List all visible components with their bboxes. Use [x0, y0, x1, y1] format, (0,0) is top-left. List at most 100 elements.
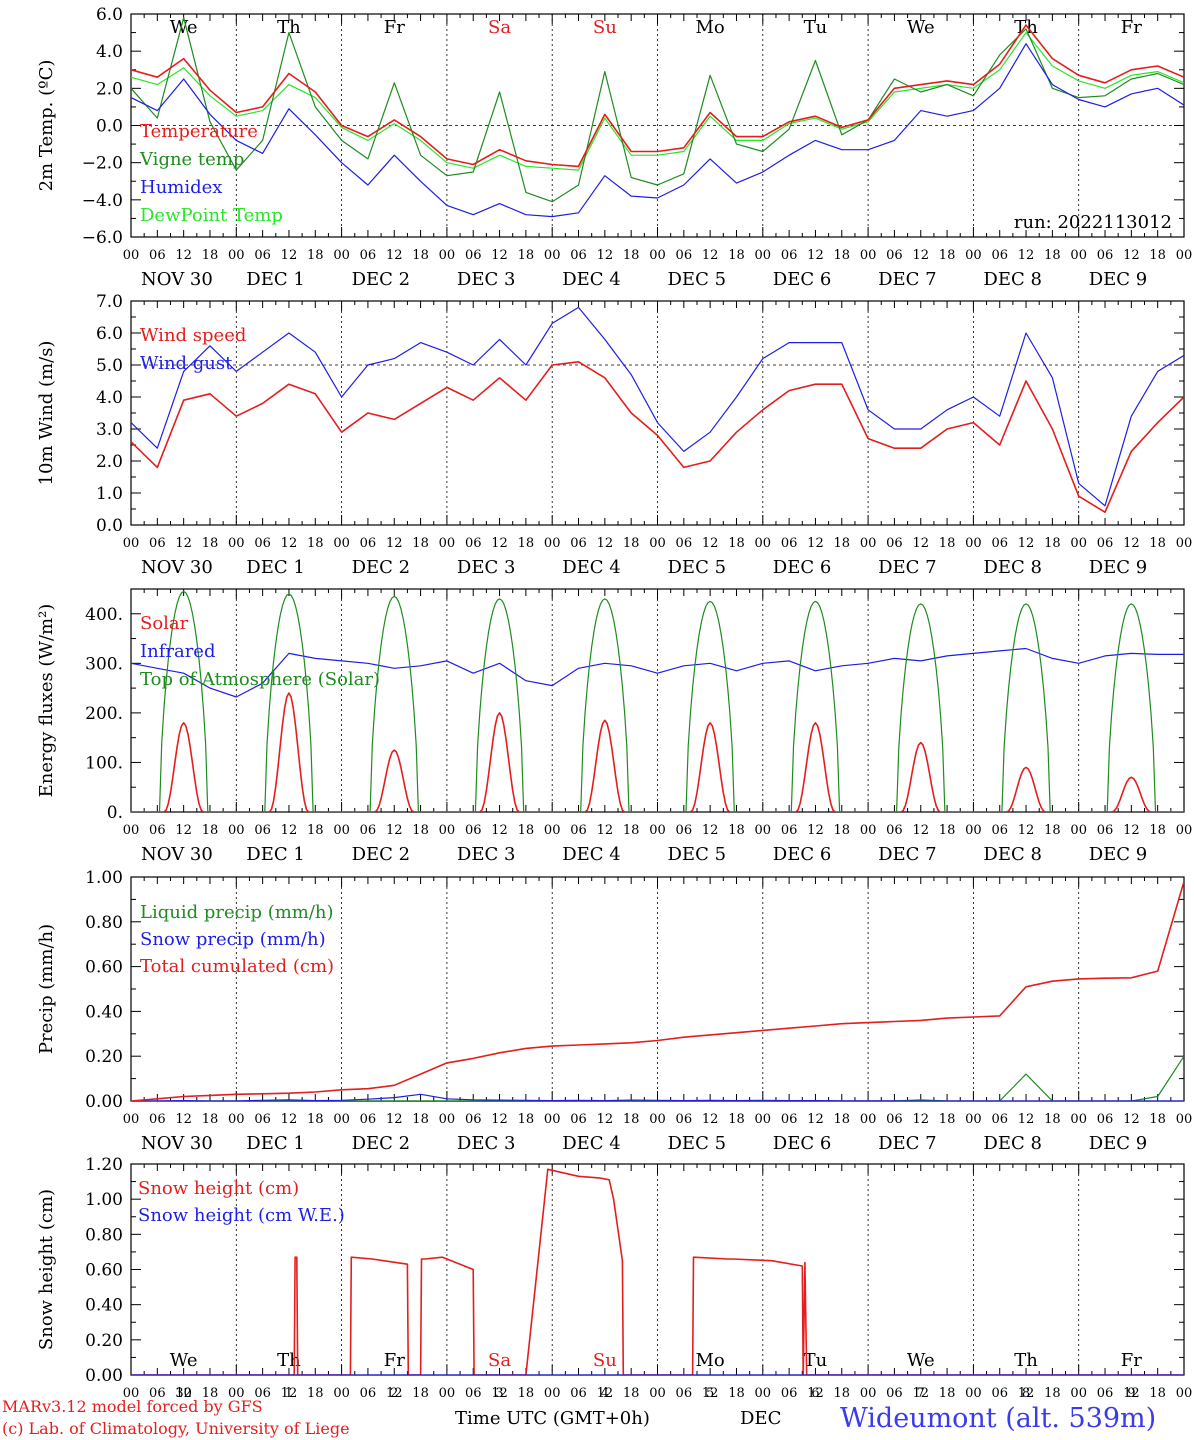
legend-entry: Humidex	[140, 177, 222, 198]
day-number-label: 8	[1022, 1386, 1030, 1401]
hour-tick-label: 12	[175, 248, 192, 263]
hour-tick-label: 18	[307, 248, 324, 263]
hour-tick-label: 06	[465, 248, 482, 263]
y-tick-label: 1.00	[85, 868, 123, 888]
hour-tick-label: 18	[1149, 1386, 1166, 1401]
hour-tick-label: 06	[886, 1112, 903, 1127]
hour-tick-label: 18	[1044, 823, 1061, 838]
hour-tick-label: 06	[1097, 1112, 1114, 1127]
hour-tick-label: 06	[886, 823, 903, 838]
hour-tick-label: 18	[623, 1112, 640, 1127]
hour-tick-label: 18	[412, 1386, 429, 1401]
hour-tick-label: 00	[755, 823, 772, 838]
hour-tick-label: 00	[1176, 1112, 1193, 1127]
hour-tick-label: 18	[412, 1112, 429, 1127]
hour-tick-label: 12	[1018, 1386, 1035, 1401]
hour-tick-label: 06	[254, 1112, 271, 1127]
legend-entry: Top of Atmosphere (Solar)	[140, 669, 380, 690]
hour-tick-label: 00	[1070, 1386, 1087, 1401]
hour-tick-label: 00	[860, 823, 877, 838]
date-label: DEC 7	[878, 557, 937, 578]
y-tick-label: 0.00	[85, 1092, 123, 1112]
hour-tick-label: 00	[1070, 1112, 1087, 1127]
y-tick-label: 0.00	[85, 1366, 123, 1386]
hour-tick-label: 00	[1176, 248, 1193, 263]
day-number-label: 4	[601, 1386, 609, 1401]
hour-tick-label: 18	[728, 823, 745, 838]
hour-tick-label: 18	[939, 248, 956, 263]
date-label: DEC 2	[352, 844, 411, 865]
hour-tick-label: 00	[649, 1386, 666, 1401]
hour-tick-label: 12	[281, 1112, 298, 1127]
weekday-label: We	[907, 1350, 935, 1371]
date-label: DEC 4	[562, 269, 621, 290]
hour-tick-label: 18	[518, 1112, 535, 1127]
y-tick-label: 2.0	[96, 452, 123, 472]
hour-tick-label: 06	[1097, 536, 1114, 551]
weekday-label: Fr	[384, 17, 405, 38]
hour-tick-label: 12	[807, 1112, 824, 1127]
date-label: DEC 2	[352, 557, 411, 578]
hour-tick-label: 12	[1123, 248, 1140, 263]
day-number-label: 30	[175, 1386, 192, 1401]
hour-tick-label: 06	[676, 248, 693, 263]
y-tick-label: 3.0	[96, 420, 123, 440]
y-tick-label: 0.0	[96, 117, 123, 137]
hour-tick-label: 06	[570, 1112, 587, 1127]
hour-tick-label: 12	[491, 1386, 508, 1401]
hour-tick-label: 12	[1018, 536, 1035, 551]
date-label: DEC 4	[562, 844, 621, 865]
hour-tick-label: 06	[254, 1386, 271, 1401]
weekday-label: Tu	[804, 17, 828, 38]
date-label: DEC 6	[773, 844, 832, 865]
day-number-label: 7	[917, 1386, 925, 1401]
y-tick-label: 0.60	[85, 958, 123, 978]
hour-tick-label: 00	[860, 1112, 877, 1127]
hour-tick-label: 12	[912, 1386, 929, 1401]
date-label: DEC 1	[246, 844, 305, 865]
y-tick-label: 1.20	[85, 1155, 123, 1175]
hour-tick-label: 18	[412, 536, 429, 551]
y-tick-label: 6.0	[96, 324, 123, 344]
hour-tick-label: 00	[123, 823, 140, 838]
date-label: DEC 8	[983, 269, 1042, 290]
hour-tick-label: 06	[149, 1112, 166, 1127]
hour-tick-label: 12	[912, 823, 929, 838]
temperature-panel: 6.0 4.0 2.0 0.0 −2.0 −4.0 −6.0 2m Temp. (ºC) 00 0…	[36, 5, 1192, 290]
y-tick-label: 2.0	[96, 79, 123, 99]
hour-tick-label: 18	[1149, 1112, 1166, 1127]
legend-entry: Snow height (cm)	[138, 1178, 299, 1199]
credit-line-2: (c) Lab. of Climatology, University of L…	[2, 1419, 350, 1438]
hour-tick-label: 18	[834, 536, 851, 551]
hour-tick-label: 00	[965, 536, 982, 551]
hour-tick-label: 00	[1176, 536, 1193, 551]
hour-tick-label: 06	[676, 823, 693, 838]
hour-tick-label: 00	[544, 536, 561, 551]
date-label: DEC 9	[1089, 269, 1148, 290]
hour-tick-label: 00	[333, 1386, 350, 1401]
hour-tick-label: 18	[623, 536, 640, 551]
hour-tick-label: 18	[202, 823, 219, 838]
y-tick-label: 0.60	[85, 1261, 123, 1281]
y-axis-title: 10m Wind (m/s)	[36, 341, 57, 486]
hour-tick-label: 18	[202, 1112, 219, 1127]
weekday-label: Fr	[1121, 1350, 1142, 1371]
date-label: DEC 8	[983, 1133, 1042, 1154]
hour-tick-label: 06	[886, 1386, 903, 1401]
hour-tick-label: 12	[597, 1386, 614, 1401]
y-tick-label: 0.80	[85, 913, 123, 933]
hour-tick-label: 00	[649, 536, 666, 551]
hour-tick-label: 00	[755, 536, 772, 551]
series-line-temperature	[131, 24, 1184, 168]
hour-tick-label: 18	[307, 1386, 324, 1401]
hour-tick-label: 00	[439, 536, 456, 551]
hour-tick-label: 18	[518, 248, 535, 263]
precip-panel: 1.00 0.80 0.60 0.40 0.20 0.00 Precip (mm/h) 00 0…	[36, 868, 1192, 1154]
hour-tick-label: 12	[386, 248, 403, 263]
station-label: Wideumont (alt. 539m)	[840, 1403, 1156, 1434]
hour-tick-label: 18	[939, 1386, 956, 1401]
hour-tick-label: 06	[149, 823, 166, 838]
legend-entry: Solar	[140, 613, 189, 634]
y-axis-title: Precip (mm/h)	[36, 924, 57, 1054]
hour-tick-label: 12	[1123, 536, 1140, 551]
